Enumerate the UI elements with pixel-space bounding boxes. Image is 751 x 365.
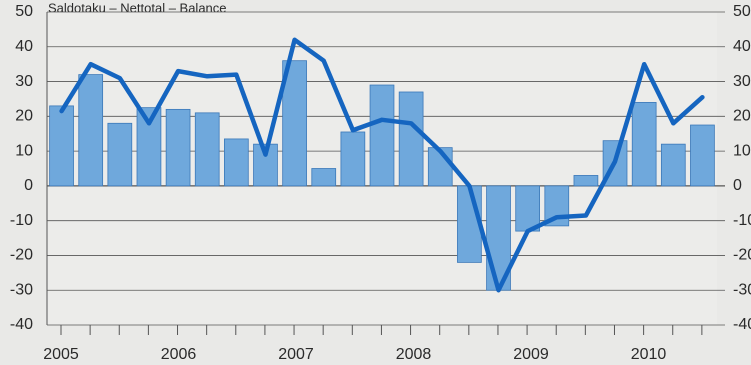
bar: [165, 108, 191, 187]
y-tick-label-left: 40: [15, 38, 33, 55]
x-tick-label: 2010: [631, 346, 667, 363]
bar: [690, 124, 715, 187]
y-tick-label-right: -30: [733, 281, 751, 298]
bar: [224, 138, 249, 187]
bar: [660, 143, 686, 187]
y-tick-label-left: 20: [15, 108, 33, 125]
bar: [49, 105, 74, 187]
bar: [369, 84, 395, 187]
bar: [253, 143, 278, 187]
bar: [107, 122, 133, 187]
y-tick-label-left: -40: [10, 316, 33, 333]
bar: [78, 74, 104, 187]
y-tick-label-left: 0: [24, 177, 33, 194]
x-tick-label: 2005: [43, 346, 79, 363]
x-tick-label: 2006: [161, 346, 197, 363]
bar: [340, 131, 366, 187]
y-tick-label-right: 50: [733, 3, 751, 20]
y-tick-label-right: 10: [733, 142, 751, 159]
y-tick-label-left: 50: [15, 3, 33, 20]
bar: [311, 168, 337, 187]
y-tick-label-left: 10: [15, 142, 33, 159]
x-tick-label: 2009: [513, 346, 549, 363]
y-tick-label-left: 30: [15, 73, 33, 90]
axis-layer: -40 -40 -30 -30 -20 -20 -10 -10 0 0 10 10 20 20 30 30 40…: [10, 3, 751, 363]
bar: [631, 102, 657, 187]
y-tick-label-left: -30: [10, 281, 33, 298]
y-tick-label-left: -20: [10, 247, 33, 264]
y-tick-label-right: -20: [733, 247, 751, 264]
y-tick-label-right: 40: [733, 38, 751, 55]
line-series: [59, 37, 705, 293]
bar: [136, 107, 162, 187]
bar: [515, 185, 540, 232]
bar: [282, 60, 307, 187]
bar: [573, 175, 599, 187]
line-layer: [59, 37, 705, 293]
x-tick-label: 2008: [396, 346, 432, 363]
bar: [194, 112, 220, 187]
y-tick-label-right: -10: [733, 212, 751, 229]
bar-layer: [49, 60, 715, 291]
x-tick-label: 2007: [278, 346, 314, 363]
y-tick-label-right: 30: [733, 73, 751, 90]
y-tick-label-left: -10: [10, 212, 33, 229]
bar: [398, 91, 424, 187]
y-tick-label-right: 20: [733, 108, 751, 125]
y-tick-label-right: 0: [733, 177, 742, 194]
y-tick-label-right: -40: [733, 316, 751, 333]
